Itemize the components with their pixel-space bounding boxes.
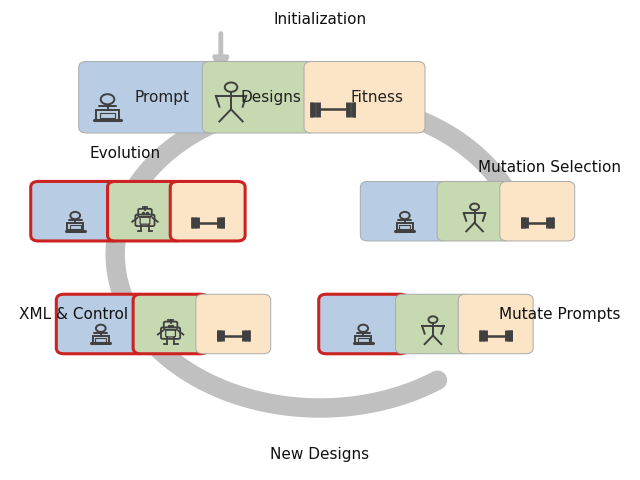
FancyBboxPatch shape <box>396 294 470 354</box>
FancyBboxPatch shape <box>319 294 408 354</box>
FancyBboxPatch shape <box>108 181 182 241</box>
FancyBboxPatch shape <box>79 61 216 133</box>
FancyBboxPatch shape <box>170 181 245 241</box>
Text: Mutate Prompts: Mutate Prompts <box>499 307 621 322</box>
Text: Prompt: Prompt <box>134 90 189 105</box>
FancyBboxPatch shape <box>360 181 449 241</box>
FancyBboxPatch shape <box>458 294 533 354</box>
Text: XML & Control: XML & Control <box>19 307 129 322</box>
FancyBboxPatch shape <box>500 181 575 241</box>
Text: New Designs: New Designs <box>271 447 369 462</box>
FancyBboxPatch shape <box>56 294 145 354</box>
FancyBboxPatch shape <box>196 294 271 354</box>
Text: Fitness: Fitness <box>351 90 404 105</box>
Text: Initialization: Initialization <box>273 12 367 27</box>
FancyBboxPatch shape <box>133 294 208 354</box>
FancyBboxPatch shape <box>304 61 425 133</box>
FancyBboxPatch shape <box>202 61 317 133</box>
FancyBboxPatch shape <box>31 181 120 241</box>
Text: Mutation Selection: Mutation Selection <box>478 160 621 175</box>
Text: Evolution: Evolution <box>89 146 161 161</box>
FancyBboxPatch shape <box>437 181 512 241</box>
Text: Designs: Designs <box>241 90 302 105</box>
